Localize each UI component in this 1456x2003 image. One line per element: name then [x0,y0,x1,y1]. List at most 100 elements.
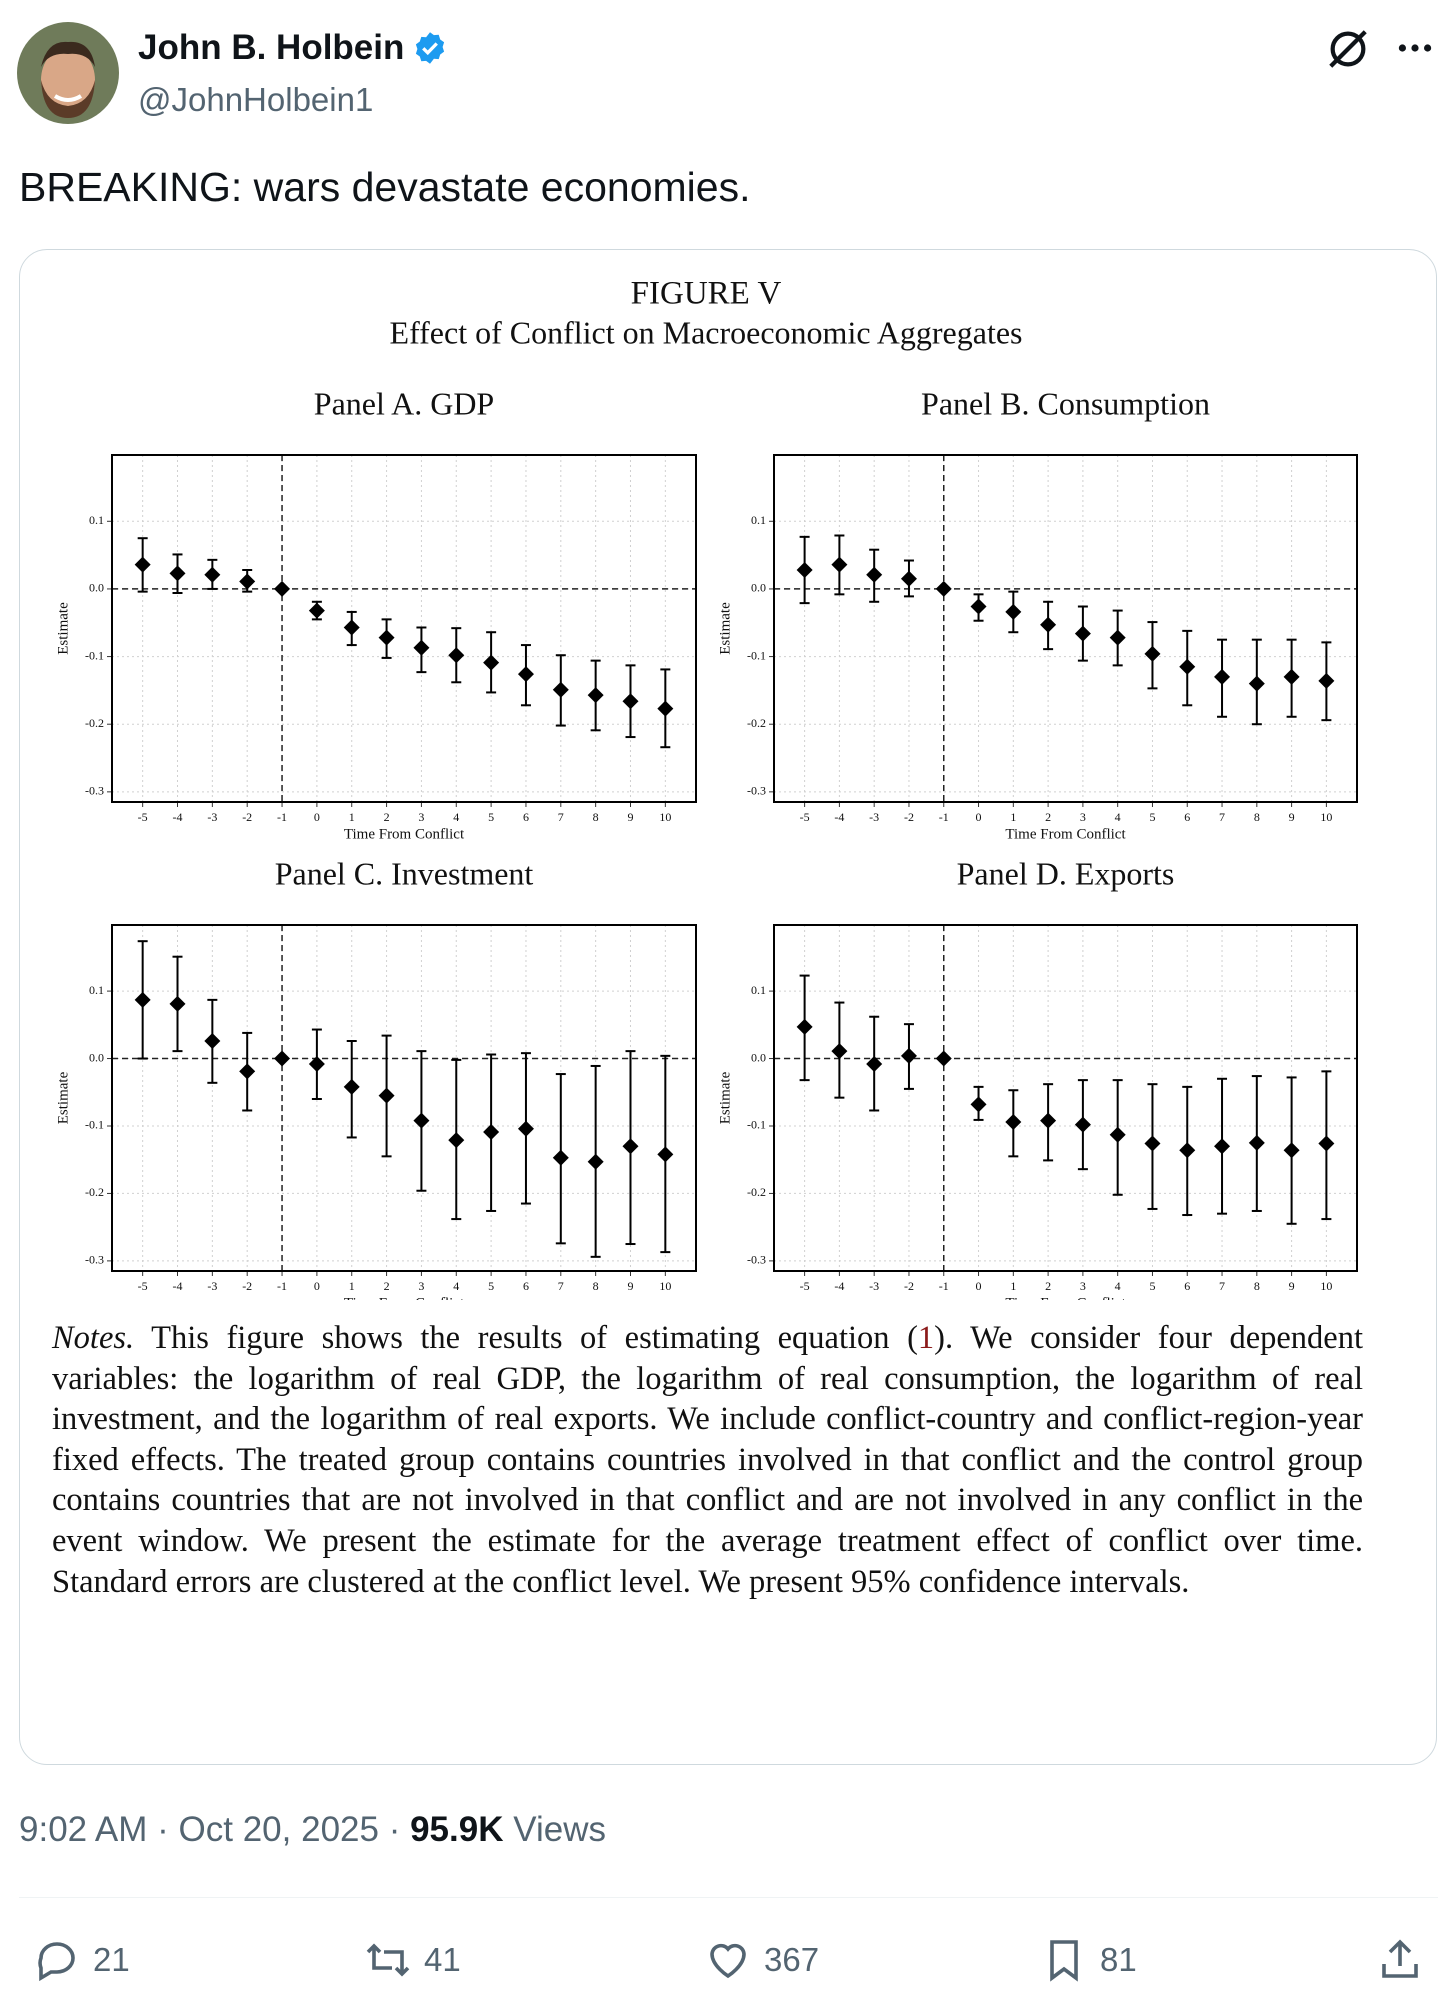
reply-icon [38,1942,75,1982]
x-tick-label: -5 [138,810,148,824]
x-tick-label: -5 [800,810,810,824]
y-tick-label: 0.0 [751,581,766,595]
y-tick-label: 0.1 [89,983,104,997]
point [657,700,674,717]
avatar[interactable] [17,22,119,124]
plot-area [774,455,1357,802]
point [935,1050,952,1067]
point [552,1149,569,1166]
x-tick-label: -1 [277,1279,287,1293]
point [1318,672,1335,689]
author-name[interactable]: John B. Holbein [138,28,405,67]
x-tick-label: 7 [558,810,564,824]
point [413,639,430,656]
point [1214,668,1231,685]
equation-ref[interactable]: 1 [917,1320,935,1356]
point [622,693,639,710]
x-tick-label: 3 [418,1279,424,1293]
y-tick-label: -0.3 [85,1253,104,1267]
point [378,629,395,646]
more-menu[interactable] [1393,30,1437,66]
point [831,1043,848,1060]
x-tick-label: 8 [593,810,599,824]
point [1283,1142,1300,1159]
x-tick-label: -3 [207,1279,217,1293]
x-tick-label: -1 [939,810,949,824]
point [657,1146,674,1163]
x-tick-label: 9 [1289,810,1295,824]
point [308,602,325,619]
panel-title: Panel B. Consumption [921,385,1210,421]
author-handle[interactable]: @JohnHolbein1 [138,81,374,118]
point [378,1087,395,1104]
x-tick-label: -5 [138,1279,148,1293]
x-tick-label: 8 [593,1279,599,1293]
x-tick-label: 4 [453,810,459,824]
x-tick-label: 0 [314,1279,320,1293]
point [483,1124,500,1141]
x-axis-title: Time From Conflict [344,1295,465,1300]
x-tick-label: 2 [1045,1279,1051,1293]
point [413,1112,430,1129]
figure-notes: Notes. This figure shows the results of … [52,1318,1363,1602]
like-button[interactable]: 367 [704,1936,819,1984]
y-tick-label: -0.3 [747,1253,766,1267]
share-button[interactable] [1376,1936,1424,1984]
media-card[interactable] [19,249,1437,1765]
x-tick-label: 2 [384,810,390,824]
point [935,580,952,597]
point [343,1078,360,1095]
point [900,570,917,587]
point [831,556,848,573]
bookmark-button[interactable]: 81 [1040,1936,1137,1984]
point [796,1018,813,1035]
point [448,1132,465,1149]
x-tick-label: -1 [939,1279,949,1293]
x-tick-label: 10 [1320,810,1332,824]
point [796,561,813,578]
point [970,1096,987,1113]
point [239,573,256,590]
point [517,666,534,683]
y-tick-label: -0.1 [747,1118,766,1132]
point [1005,1113,1022,1130]
like-count: 367 [764,1941,820,1978]
y-axis-title: Estimate [55,1071,71,1124]
point [308,1055,325,1072]
figure-title: FIGURE V [631,276,782,312]
point [169,995,186,1012]
reply-button[interactable]: 21 [33,1936,130,1984]
repost-button[interactable]: 41 [364,1936,461,1984]
point [1179,1142,1196,1159]
x-tick-label: 1 [1010,1279,1016,1293]
y-axis-title: Estimate [717,1071,733,1124]
date[interactable]: Oct 20, 2025 [178,1810,379,1849]
x-tick-label: 9 [1289,1279,1295,1293]
x-tick-label: 3 [1080,1279,1086,1293]
point [1248,1134,1265,1151]
x-tick-label: -3 [207,810,217,824]
y-tick-label: 0.0 [89,1050,104,1064]
y-axis-title: Estimate [717,602,733,655]
point [1040,616,1057,633]
notes-label: Notes. [52,1320,135,1356]
verified-badge [416,32,445,64]
x-tick-label: 9 [627,810,633,824]
x-tick-label: 6 [1184,1279,1190,1293]
x-tick-label: -4 [834,1279,844,1293]
repost-count: 41 [424,1941,461,1978]
x-tick-label: -1 [277,810,287,824]
point [1144,1135,1161,1152]
x-tick-label: 4 [1115,1279,1121,1293]
views-count: 95.9K [410,1810,504,1849]
y-tick-label: -0.3 [85,784,104,798]
x-tick-label: 8 [1254,810,1260,824]
repost-icon [366,1943,410,1977]
grok-icon[interactable] [1325,26,1371,72]
figure: FIGURE V Effect of Conflict on Macroecon… [55,276,1358,1300]
separator: · [388,1810,401,1849]
tweet-meta: 9:02 AM · Oct 20, 2025 · 95.9K Views [19,1810,606,1850]
point [1248,675,1265,692]
x-tick-label: -4 [173,810,183,824]
time[interactable]: 9:02 AM [19,1810,148,1849]
